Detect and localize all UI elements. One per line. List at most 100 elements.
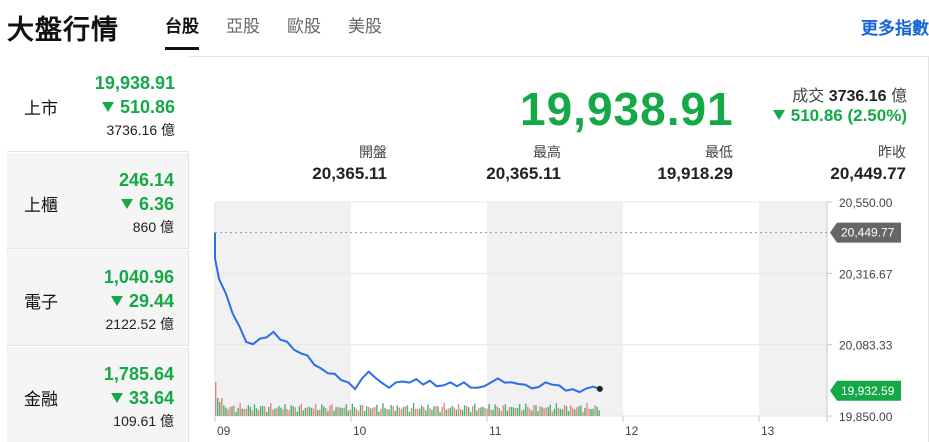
volume-bar — [574, 409, 576, 416]
volume-bar — [388, 409, 390, 416]
stat-label: 昨收 — [878, 144, 906, 160]
volume-bar — [580, 405, 582, 416]
volume-bar — [349, 409, 352, 416]
volume-bar — [588, 408, 590, 416]
volume-bar — [266, 411, 268, 416]
volume-bar — [535, 405, 537, 416]
volume-bar — [482, 406, 484, 416]
intraday-chart[interactable]: 20,550.00 20,316.67 20,083.33 19,850.00 09 10… — [190, 190, 926, 442]
hour-band — [759, 202, 827, 416]
volume-bar — [490, 409, 492, 416]
volume-bar — [514, 407, 517, 416]
down-arrow-icon — [120, 199, 133, 209]
volume-bar — [282, 409, 284, 416]
volume-bar — [518, 404, 521, 416]
volume-bar — [372, 407, 374, 416]
trade-volume-value: 3736.16 — [828, 88, 887, 105]
volume-bar — [402, 407, 405, 416]
volume-bar — [527, 406, 529, 416]
more-indices-link[interactable]: 更多指數 — [861, 19, 929, 38]
market-name: 上櫃 — [24, 196, 58, 215]
volume-bar — [561, 409, 564, 416]
down-arrow-icon — [772, 110, 785, 120]
sidebar-item-finance[interactable]: 金融 1,785.64 33.64 109.61 億 — [7, 347, 189, 442]
volume-bar — [241, 408, 243, 416]
market-volume: 109.61 億 — [113, 413, 174, 429]
market-volume: 860 億 — [132, 219, 174, 235]
volume-bar — [547, 407, 549, 416]
y-tick-label: 20,083.33 — [839, 339, 893, 353]
volume-bar — [317, 409, 319, 416]
volume-bar — [408, 411, 411, 416]
volume-bar — [412, 403, 415, 416]
volume-bar — [233, 405, 235, 416]
volume-bar — [257, 409, 260, 416]
volume-bar — [365, 406, 368, 416]
volume-bar — [302, 410, 305, 416]
volume-bar — [384, 407, 386, 416]
tab-asia[interactable]: 亞股 — [226, 17, 260, 36]
volume-bar — [435, 406, 437, 416]
down-arrow-icon — [110, 296, 123, 306]
volume-bar — [484, 407, 486, 416]
volume-bar — [380, 408, 382, 416]
volume-bar — [476, 410, 478, 416]
volume-bar — [414, 408, 417, 416]
volume-bar — [553, 408, 556, 416]
volume-bar — [421, 405, 423, 416]
sidebar-item-listed[interactable]: 上市 19,938.91 510.86 3736.16 億 — [7, 56, 189, 152]
volume-bar — [398, 407, 400, 416]
market-name: 上市 — [24, 99, 58, 118]
volume-bar — [472, 406, 474, 416]
volume-bar — [596, 406, 598, 416]
sidebar-item-otc[interactable]: 上櫃 246.14 6.36 860 億 — [7, 153, 189, 249]
volume-bar — [500, 411, 502, 416]
volume-bar — [304, 407, 307, 416]
volume-bar — [368, 407, 370, 416]
volume-bar — [492, 409, 494, 416]
volume-bar — [333, 410, 335, 416]
volume-bar — [584, 407, 586, 416]
volume-bar — [559, 408, 562, 416]
volume-bar — [404, 406, 407, 416]
volume-bar — [516, 407, 519, 416]
volume-bar — [345, 404, 347, 416]
volume-bar — [217, 398, 219, 416]
tab-us[interactable]: 美股 — [348, 17, 382, 36]
volume-bar — [441, 406, 443, 416]
volume-bar — [253, 404, 256, 416]
tab-europe[interactable]: 歐股 — [287, 17, 321, 36]
volume-bar — [239, 403, 241, 416]
volume-bar — [419, 408, 421, 416]
hour-band — [215, 202, 351, 416]
volume-bar — [508, 407, 511, 416]
volume-bar — [478, 407, 480, 416]
volume-bar — [425, 410, 427, 416]
volume-bar — [272, 409, 274, 416]
volume-bar — [529, 408, 531, 416]
market-price: 1,785.64 — [103, 364, 174, 384]
volume-bar — [523, 409, 525, 416]
market-price: 19,938.91 — [94, 73, 175, 93]
volume-bar — [565, 406, 568, 416]
sidebar-item-electronics[interactable]: 電子 1,040.96 29.44 2122.52 億 — [7, 250, 189, 346]
volume-bar — [586, 403, 588, 416]
volume-bar — [506, 410, 509, 416]
volume-bar — [539, 406, 541, 416]
volume-bar — [215, 382, 217, 416]
volume-bar — [314, 404, 317, 416]
tab-taiwan[interactable]: 台股 — [165, 12, 199, 50]
market-volume: 2122.52 億 — [105, 316, 175, 332]
volume-bar — [431, 409, 433, 416]
stat-label: 最高 — [533, 144, 561, 160]
volume-bar — [270, 403, 272, 416]
stat-label: 開盤 — [359, 144, 387, 160]
market-change: 33.64 — [110, 388, 174, 409]
volume-bar — [255, 408, 258, 416]
volume-bar — [400, 409, 403, 416]
volume-bar — [449, 407, 451, 416]
sidebar: 上市 19,938.91 510.86 3736.16 億 上櫃 246.14 … — [7, 56, 189, 442]
volume-bar — [427, 404, 429, 416]
volume-bar — [445, 409, 447, 416]
volume-bar — [470, 411, 472, 416]
